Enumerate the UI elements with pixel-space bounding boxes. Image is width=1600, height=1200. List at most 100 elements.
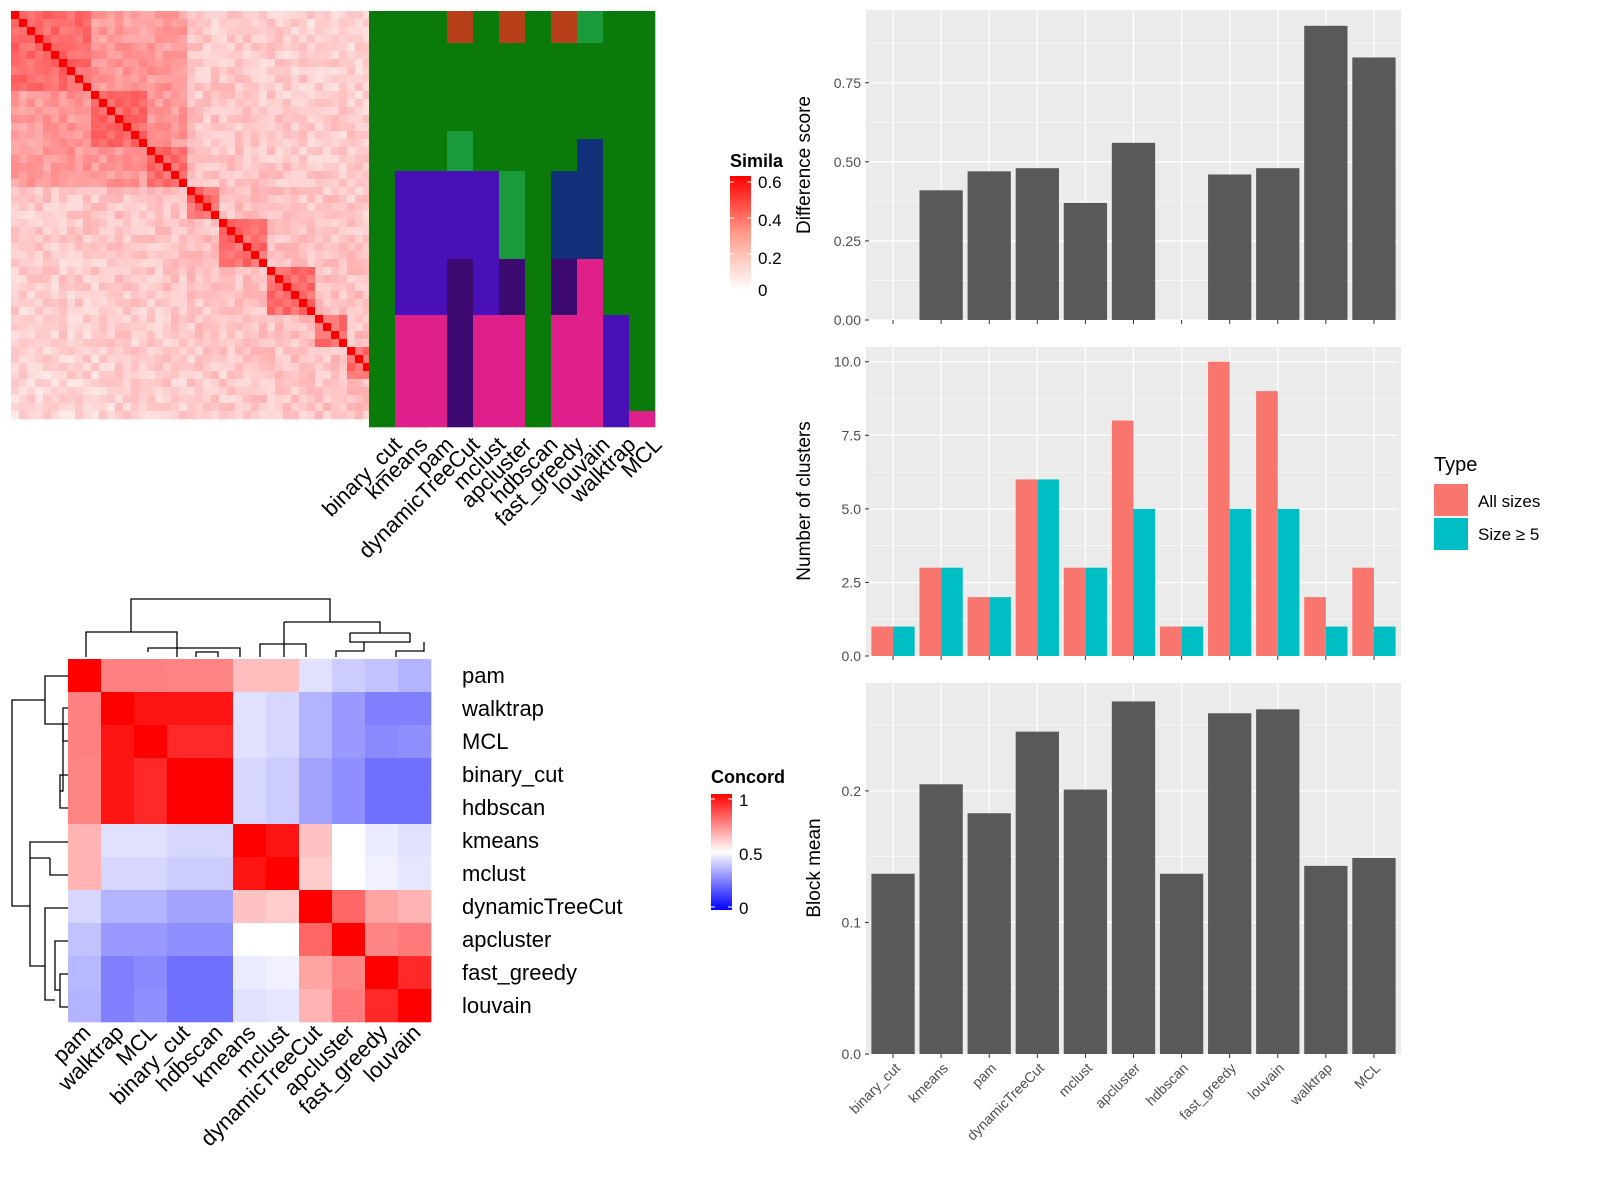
x-label-binary-cut: binary_cut <box>846 1060 903 1117</box>
bar-all-sizes <box>1159 626 1182 656</box>
bar-size-ge5 <box>1325 626 1348 656</box>
concordance-cell <box>68 659 102 693</box>
concordance-cell <box>68 758 102 792</box>
cluster-annotation-heatmap <box>369 11 656 428</box>
concordance-cell <box>134 857 168 891</box>
concordance-cell <box>266 758 300 792</box>
concordance-cell <box>365 956 399 990</box>
bar <box>1352 857 1396 1054</box>
bar <box>1256 709 1300 1054</box>
conc-row-label-pam: pam <box>462 663 505 688</box>
concordance-cell <box>266 791 300 825</box>
concordance-cell <box>365 989 399 1023</box>
concordance-cell <box>68 791 102 825</box>
similarity-heatmap <box>11 11 428 428</box>
concordance-cell <box>134 758 168 792</box>
concordance-cell <box>167 923 201 957</box>
concordance-cell <box>299 692 333 726</box>
concordance-cell <box>233 890 267 924</box>
x-label-mclust: mclust <box>1055 1060 1095 1100</box>
concordance-cell <box>101 824 135 858</box>
y-tick-label: 10.0 <box>834 354 861 370</box>
concordance-cell <box>68 824 102 858</box>
bar-size-ge5 <box>989 597 1011 656</box>
y-tick-label: 0.0 <box>842 1046 862 1062</box>
concordance-cell <box>200 692 234 726</box>
concordance-cell <box>167 758 201 792</box>
concordance-cell <box>101 758 135 792</box>
bar <box>1256 168 1300 320</box>
concordance-cell <box>332 692 366 726</box>
y-tick-label: 7.5 <box>842 427 862 443</box>
block-mean-x-ticks <box>892 1054 1375 1058</box>
concordance-cell <box>398 956 432 990</box>
concordance-cell <box>266 956 300 990</box>
conc-row-label-kmeans: kmeans <box>462 828 539 853</box>
concordance-legend-tick-0: 0 <box>739 899 748 918</box>
concordance-cell <box>332 824 366 858</box>
concordance-cell <box>167 857 201 891</box>
y-tick-label: 2.5 <box>842 574 862 590</box>
concordance-cell <box>398 989 432 1023</box>
number-of-clusters-bars <box>871 361 1396 656</box>
bar-all-sizes <box>1015 479 1038 656</box>
concordance-cell <box>200 989 234 1023</box>
conc-row-label-walktrap: walktrap <box>461 696 544 721</box>
concordance-cell <box>200 791 234 825</box>
bar <box>1015 168 1059 320</box>
bar-all-sizes <box>919 567 942 656</box>
similarity-legend-title: Simila <box>730 151 784 171</box>
concordance-cell <box>332 758 366 792</box>
concordance-cell <box>266 725 300 759</box>
conc-row-label-binary-cut: binary_cut <box>462 762 564 787</box>
concordance-cell <box>134 923 168 957</box>
row-dendrogram <box>11 675 68 1008</box>
bar <box>1015 731 1059 1054</box>
number-of-clusters-x-ticks <box>892 656 1375 660</box>
bar-size-ge5 <box>941 567 963 656</box>
concordance-cell <box>200 923 234 957</box>
concordance-cell <box>299 956 333 990</box>
bar-all-sizes <box>967 597 990 656</box>
difference-score-chart: 0.00 0.25 0.50 0.75 Difference score <box>794 10 1401 328</box>
concordance-cell <box>299 824 333 858</box>
block-mean-chart: 0.0 0.1 0.2 Block mean binary_cut kmeans p… <box>804 683 1401 1143</box>
concordance-cell <box>134 890 168 924</box>
cluster-annotation-labels: binary_cut kmeans pam dynamicTreeCut mcl… <box>317 432 666 563</box>
concordance-cell <box>200 857 234 891</box>
y-tick-label: 0.50 <box>834 154 861 170</box>
y-tick-label: 0.00 <box>834 312 861 328</box>
bar-size-ge5 <box>893 626 915 656</box>
concordance-cell <box>101 956 135 990</box>
concordance-cell <box>233 791 267 825</box>
concordance-cell <box>233 824 267 858</box>
conc-row-label-hdbscan: hdbscan <box>462 795 545 820</box>
concordance-cell <box>398 758 432 792</box>
conc-row-label-dynamictreecut: dynamicTreeCut <box>462 894 623 919</box>
concordance-cell <box>299 890 333 924</box>
bar-all-sizes <box>1304 597 1326 656</box>
bar <box>1159 873 1204 1054</box>
bar-all-sizes <box>1111 420 1134 656</box>
concordance-cell <box>101 857 135 891</box>
similarity-legend-tick-0.2: 0.2 <box>758 249 782 268</box>
concordance-legend-ticks <box>711 798 732 908</box>
x-label-kmeans: kmeans <box>905 1060 951 1106</box>
concordance-cell <box>365 659 399 693</box>
concordance-cell <box>233 659 267 693</box>
concordance-cell <box>167 725 201 759</box>
similarity-legend-tick-0.6: 0.6 <box>758 173 782 192</box>
concordance-cell <box>167 659 201 693</box>
concordance-cell <box>233 857 267 891</box>
concordance-cell <box>200 758 234 792</box>
concordance-cell <box>101 692 135 726</box>
y-tick-label: 0.1 <box>842 914 862 930</box>
concordance-cell <box>68 890 102 924</box>
concordance-cell <box>266 659 300 693</box>
concordance-cell <box>233 989 267 1023</box>
concordance-cell <box>68 692 102 726</box>
conc-row-label-mclust: mclust <box>462 861 526 886</box>
concordance-cell <box>101 890 135 924</box>
concordance-cell <box>68 923 102 957</box>
concordance-cell <box>167 890 201 924</box>
